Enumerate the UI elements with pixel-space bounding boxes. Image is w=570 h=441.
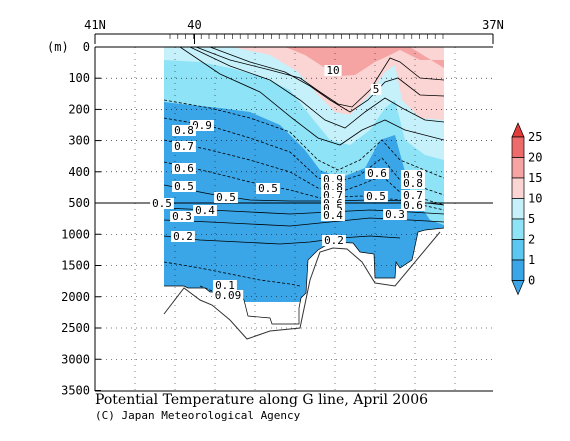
depth-tick-label-1000: 1000 [61,227,90,241]
contour-label-bg [321,174,345,185]
contour-label: 0.7 [174,140,194,153]
colorbar-swatch [511,177,525,199]
contour-label-bg [401,178,425,189]
y-axis-label: (m) [47,40,69,54]
depth-tick-label-1500: 1500 [61,259,90,273]
contour-label-bg [321,210,345,221]
colorbar-top-arrow [511,122,525,138]
depth-tick-label-200: 200 [68,102,90,116]
depth-tick-label-3500: 3500 [61,384,90,398]
contour-label-bg [322,235,346,246]
contour-label-bg [170,211,194,222]
contour-label-bg [212,290,244,301]
colorbar-level-label: 20 [528,151,542,165]
depth-tick-label-300: 300 [68,134,90,148]
contour-label-bg [321,182,345,193]
contour-label: 0.5 [152,197,172,210]
colorbar-swatch [511,136,525,158]
depth-tick-label-400: 400 [68,165,90,179]
contour-label: 0.9 [192,119,212,132]
contour-label-bg [171,231,195,242]
contour-label: 0.8 [174,124,194,137]
colorbar-level-label: 1 [528,253,535,267]
contour-label: 0.2 [324,234,344,247]
contour-label-bg [370,84,382,95]
contour-label-bg [365,168,389,179]
contour-label-bg [193,205,217,216]
contour-label-bg [401,170,425,181]
contour-label: 0.6 [403,199,423,212]
contour-label-bg [172,163,196,174]
contour-label: 0.1 [215,279,235,292]
contour-label-bg [150,198,174,209]
contour-label-bg [321,190,345,201]
colorbar-level-label: 0 [528,274,535,288]
colorbar-level-label: 5 [528,212,535,226]
contour-label-bg [213,280,237,291]
contour-label-bg [401,200,425,211]
contour-label: 0.5 [258,182,278,195]
contour-label-bg [172,141,196,152]
depth-tick-label-2000: 2000 [61,290,90,304]
chart-credit: (C) Japan Meteorological Agency [95,409,301,422]
contour-label: 0.3 [172,210,192,223]
contour-label-bg [383,209,407,220]
colorbar-bottom-arrow [511,280,525,296]
contour-label-bg [172,181,196,192]
chart-title: Potential Temperature along G line, Apri… [95,392,429,408]
depth-tick-label-3000: 3000 [61,352,90,366]
contour-label-bg [190,120,214,131]
depth-tick-label-0: 0 [83,40,90,54]
contour-label-bg [364,191,388,202]
contour-label-bg [214,192,238,203]
colorbar-level-label: 15 [528,171,542,185]
contour-label: 0.5 [174,180,194,193]
colorbar-swatch [511,259,525,281]
contour-label-bg [321,203,345,214]
lat-tick-label-0: 41N [84,18,106,32]
contour-label: 0.6 [367,167,387,180]
colorbar-level-label: 10 [528,192,542,206]
depth-tick-label-2500: 2500 [61,321,90,335]
contour-label: 0.4 [323,209,343,222]
colorbar-level-label: 2 [528,233,535,247]
contour-label: 0.09 [215,289,242,302]
contour-label: 0.8 [403,177,423,190]
colorbar-swatch [511,239,525,261]
contour-label-bg [401,190,425,201]
contour-label-bg [172,125,196,136]
lat-tick-label-2: 37N [482,18,504,32]
colorbar-level-label: 25 [528,130,542,144]
colorbar-swatch [511,198,525,220]
contour-label: 5 [373,83,380,96]
contour-label: 0.4 [195,204,215,217]
contour-label: 0.5 [366,190,386,203]
contour-label: 0.2 [173,230,193,243]
depth-tick-label-100: 100 [68,71,90,85]
lat-tick-label-1: 40 [187,18,201,32]
colorbar-swatch [511,218,525,240]
contour-label: 0.3 [385,208,405,221]
contour-label: 0.7 [403,189,423,202]
depth-tick-label-500: 500 [68,196,90,210]
contour-label: 10 [326,64,339,77]
colorbar-swatch [511,157,525,179]
contour-label-bg [324,65,342,76]
contour-label: 0.5 [216,191,236,204]
contour-label: 0.6 [174,162,194,175]
contour-label-bg [256,183,280,194]
